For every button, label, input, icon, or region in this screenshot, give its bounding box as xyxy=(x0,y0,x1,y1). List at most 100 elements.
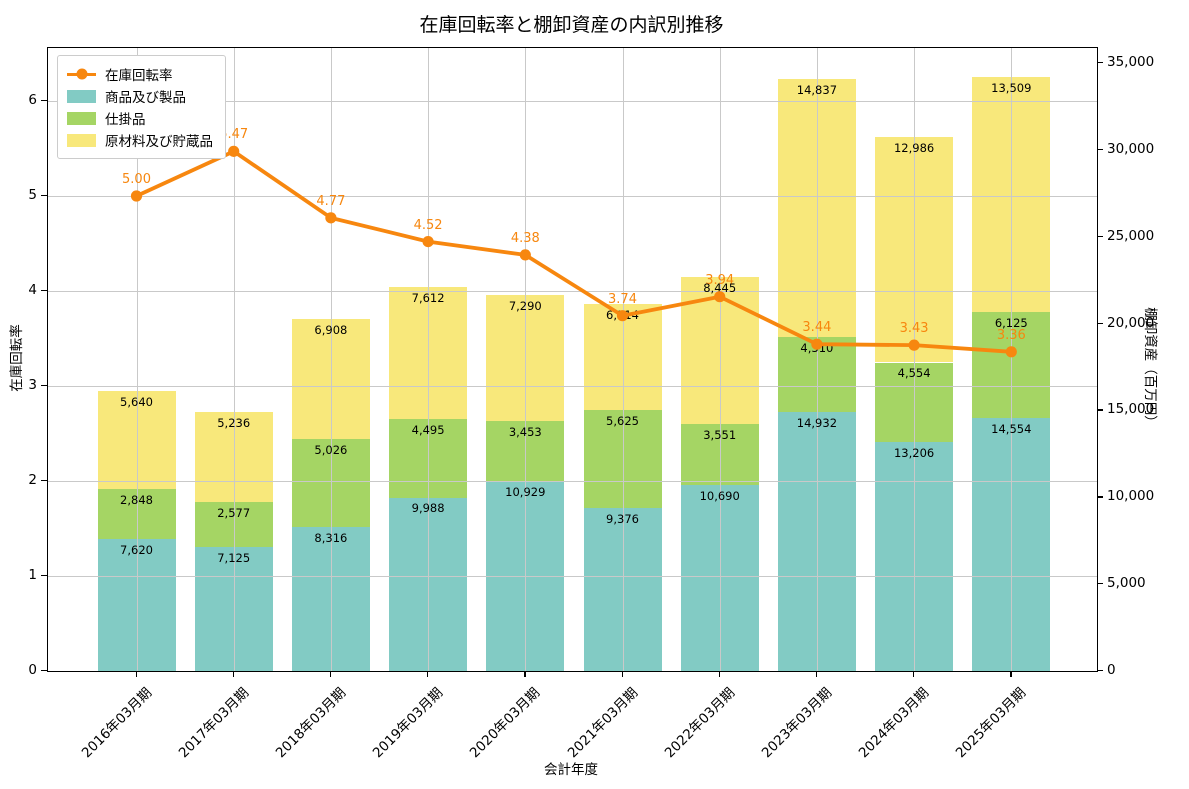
y-axis-left-tick-label: 2 xyxy=(28,472,37,488)
v-gridline xyxy=(428,48,430,671)
x-axis-tick xyxy=(329,671,332,677)
y-axis-left-tick xyxy=(41,195,47,197)
v-gridline xyxy=(719,48,721,671)
y-axis-left-tick xyxy=(41,670,47,672)
bar-value-label: 4,495 xyxy=(411,423,445,438)
x-axis-tick xyxy=(815,671,818,677)
x-axis-tick-label: 2016年03月期 xyxy=(78,684,155,762)
bar-value-label: 7,125 xyxy=(217,551,251,566)
bar-value-label: 6,908 xyxy=(314,323,348,338)
bar-value-label: 14,554 xyxy=(991,422,1032,437)
line-point-label: 4.38 xyxy=(510,230,540,246)
chart-title: 在庫回転率と棚卸資産の内訳別推移 xyxy=(419,14,724,36)
x-axis-tick xyxy=(232,671,234,677)
line-point-marker xyxy=(908,339,920,351)
y-axis-left-tick-label: 6 xyxy=(28,92,37,108)
line-point-label: 4.52 xyxy=(413,217,443,233)
x-axis-tick-label: 2021年03月期 xyxy=(564,684,641,762)
x-axis-tick-label: 2023年03月期 xyxy=(758,684,836,762)
legend-label: 在庫回転率 xyxy=(105,68,173,84)
line-point-marker xyxy=(130,190,143,202)
bar-value-label: 10,690 xyxy=(699,489,740,504)
x-axis-tick xyxy=(718,671,720,677)
bar-value-label: 5,640 xyxy=(120,395,153,410)
y-axis-right-tick xyxy=(1097,322,1103,324)
y-axis-left-tick xyxy=(41,575,47,577)
bar-value-label: 9,376 xyxy=(606,512,639,527)
bar-value-label: 6,125 xyxy=(994,315,1028,330)
bar-value-label: 13,509 xyxy=(991,81,1032,96)
line-point-label: 4.77 xyxy=(316,193,346,209)
x-axis-tick xyxy=(524,671,526,677)
y-axis-left-tick-label: 1 xyxy=(28,567,37,583)
y-axis-right-tick xyxy=(1097,409,1103,411)
bar-value-label: 10,929 xyxy=(505,485,546,500)
x-axis-tick-label: 2024年03月期 xyxy=(855,684,933,762)
bar-value-label: 7,290 xyxy=(508,298,542,313)
v-gridline xyxy=(525,48,527,671)
h-gridline xyxy=(48,576,1097,577)
bar-value-label: 2,577 xyxy=(217,506,251,521)
line-point-marker xyxy=(519,249,531,261)
legend-item-turnover: 在庫回転率 xyxy=(67,63,213,85)
bar-value-label: 7,612 xyxy=(411,291,445,306)
x-axis-tick xyxy=(135,671,137,677)
line-point-label: 5.00 xyxy=(122,172,151,187)
v-gridline xyxy=(1011,48,1013,671)
bar-value-label: 5,625 xyxy=(606,414,639,429)
line-point-label: 3.74 xyxy=(608,291,637,307)
legend-color-swatch xyxy=(67,111,96,125)
bar-value-label: 2,848 xyxy=(120,493,153,508)
x-axis-tick xyxy=(1010,671,1012,677)
y-axis-right-tick-label: 15,000 xyxy=(1107,401,1155,418)
bar-value-label: 5,026 xyxy=(314,443,348,458)
line-point-label: 3.94 xyxy=(705,272,735,288)
y-axis-right-tick xyxy=(1097,496,1103,498)
legend-item-raw: 原材料及び貯蔵品 xyxy=(67,129,213,151)
y-axis-right-tick-label: 0 xyxy=(1107,662,1116,678)
y-axis-left-tick-label: 0 xyxy=(28,662,37,678)
line-point-marker xyxy=(422,236,434,248)
y-axis-right-tick-label: 25,000 xyxy=(1107,227,1155,244)
bar-value-label: 8,445 xyxy=(703,280,737,295)
line-point-marker xyxy=(228,145,240,157)
line-point-label: 5.47 xyxy=(219,127,249,143)
h-gridline xyxy=(48,481,1097,482)
y-axis-left-tick-label: 3 xyxy=(28,377,37,393)
y-axis-right-tick xyxy=(1097,670,1103,672)
bar-value-label: 3,551 xyxy=(703,427,737,442)
chart-legend: 在庫回転率 商品及び製品 仕掛品 原材料及び貯蔵品 xyxy=(57,55,226,159)
line-point-marker xyxy=(714,291,726,303)
h-gridline xyxy=(48,291,1097,292)
legend-line-dot xyxy=(76,68,87,80)
plot-area: 5.00 5.47 4.77 4.52 4.38 3.74 3.94 3.44 3.43 3.36… xyxy=(47,47,1098,672)
v-gridline xyxy=(816,48,818,671)
x-axis-title: 会計年度 xyxy=(544,762,598,778)
v-gridline xyxy=(136,48,138,671)
bar-value-label: 8,316 xyxy=(314,530,348,545)
y-axis-left-tick xyxy=(41,480,47,482)
legend-label: 仕掛品 xyxy=(105,112,146,128)
y-axis-left-tick xyxy=(41,290,47,292)
v-gridline xyxy=(914,48,916,671)
y-axis-right-tick-label: 35,000 xyxy=(1107,54,1155,70)
x-axis-tick-label: 2018年03月期 xyxy=(272,684,350,762)
turnover-line xyxy=(130,145,1017,358)
x-axis-tick-label: 2020年03月期 xyxy=(467,684,544,762)
bar-value-label: 14,837 xyxy=(796,83,838,97)
line-point-marker xyxy=(325,212,337,224)
y-axis-right-tick-label: 20,000 xyxy=(1107,314,1155,331)
legend-color-swatch xyxy=(67,133,96,147)
bar-value-label: 13,206 xyxy=(893,445,935,460)
bar-value-label: 12,986 xyxy=(893,140,935,155)
bar-value-label: 7,620 xyxy=(120,542,153,557)
line-point-label: 3.43 xyxy=(899,321,929,337)
v-gridline xyxy=(330,48,332,671)
legend-item-wip: 仕掛品 xyxy=(67,107,213,129)
y-axis-right-tick xyxy=(1097,62,1103,64)
y-axis-left-tick xyxy=(41,100,47,102)
x-axis-tick xyxy=(427,671,429,677)
bar-value-label: 14,932 xyxy=(796,415,838,430)
h-gridline xyxy=(48,196,1097,197)
